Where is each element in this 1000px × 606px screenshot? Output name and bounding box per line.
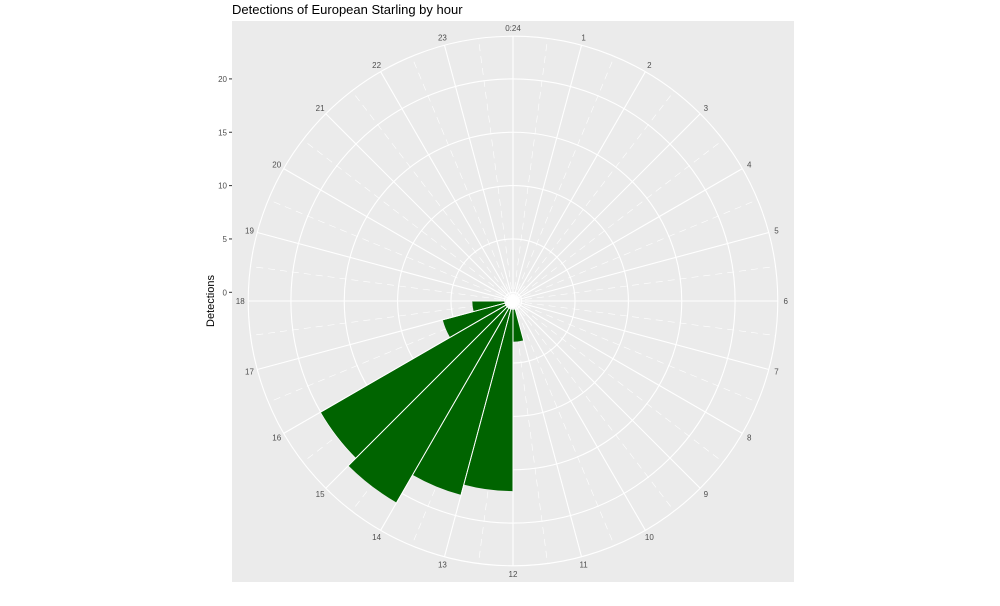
x-tick-label: 8 xyxy=(747,433,752,442)
x-tick-label: 17 xyxy=(245,368,254,377)
grid-spoke xyxy=(512,113,701,302)
y-tick-label: 5 xyxy=(223,235,228,244)
bar-separator xyxy=(396,300,514,503)
grid-spoke xyxy=(283,168,514,302)
bar xyxy=(348,307,509,503)
x-tick-label: 18 xyxy=(236,297,245,306)
x-tick-label: 11 xyxy=(579,560,588,569)
grid-spoke xyxy=(512,71,646,302)
bar xyxy=(320,305,507,459)
y-tick-label: 20 xyxy=(218,75,227,84)
bar xyxy=(463,309,513,492)
grid-spoke xyxy=(325,113,514,302)
y-axis-label: Detections xyxy=(205,275,217,327)
grid-spoke xyxy=(512,300,769,371)
grid-spoke-minor xyxy=(512,300,548,564)
grid-spoke xyxy=(512,300,583,557)
y-tick-label: 15 xyxy=(218,128,227,137)
grid-spoke-minor xyxy=(512,56,615,302)
grid-spoke xyxy=(443,45,514,302)
bar-separator xyxy=(320,300,514,413)
bar-separator xyxy=(348,300,514,466)
grid-spoke xyxy=(512,45,583,302)
grid-spoke-minor xyxy=(512,300,615,546)
grid-spoke xyxy=(257,231,514,302)
x-tick-label: 9 xyxy=(704,490,709,499)
x-tick-label: 10 xyxy=(645,533,654,542)
x-tick-label: 19 xyxy=(245,226,254,235)
bar xyxy=(513,309,524,342)
x-tick-labels: 0:24123456789101112131415161718192021222… xyxy=(236,24,789,579)
grid-spoke-minor xyxy=(411,56,514,302)
x-tick-label: 22 xyxy=(372,61,381,70)
bars xyxy=(320,301,524,503)
grid-spoke-minor xyxy=(302,139,514,302)
x-tick-label: 1 xyxy=(581,34,586,43)
bar-separators xyxy=(320,300,524,503)
x-tick-label: 7 xyxy=(774,368,779,377)
grid-spoke xyxy=(380,71,514,302)
grid-spoke-minor xyxy=(250,266,514,302)
grid-spoke-minor xyxy=(268,199,514,302)
y-tick-label: 0 xyxy=(223,288,228,297)
grid-spoke-minor xyxy=(512,300,776,336)
x-tick-label: 23 xyxy=(438,34,447,43)
grid-spoke xyxy=(512,231,769,302)
bar-separator xyxy=(460,300,514,496)
x-tick-label: 2 xyxy=(647,61,652,70)
grid-spoke-minor xyxy=(250,300,514,336)
x-tick-label: 0:24 xyxy=(505,24,521,33)
x-tick-label: 13 xyxy=(438,560,447,569)
x-tick-label: 12 xyxy=(509,570,518,579)
grid-spoke xyxy=(512,300,646,531)
grid-spoke xyxy=(512,300,701,489)
x-tick-label: 4 xyxy=(747,161,752,170)
y-axis: 0 5 10 15 20 xyxy=(218,75,232,297)
bar-separator xyxy=(512,300,524,341)
grid-spoke-minor xyxy=(268,300,514,403)
grid-spoke-minor xyxy=(512,300,758,403)
x-tick-label: 5 xyxy=(774,226,779,235)
grid-spoke-minor xyxy=(351,90,514,302)
x-tick-label: 3 xyxy=(704,104,709,113)
x-tick-label: 15 xyxy=(316,490,325,499)
bar-separator xyxy=(442,300,514,321)
grid-spoke-minor xyxy=(512,266,776,302)
grid-spoke-minor xyxy=(512,199,758,302)
grid-spoke-minor xyxy=(512,139,724,302)
x-tick-label: 21 xyxy=(316,104,325,113)
grid-spoke-minor xyxy=(478,38,514,302)
grid-spoke-minor xyxy=(512,300,724,463)
bar xyxy=(412,308,511,495)
x-tick-label: 14 xyxy=(372,533,381,542)
grid-spoke-minor xyxy=(512,38,548,302)
x-tick-label: 6 xyxy=(784,297,789,306)
grid-spoke xyxy=(512,168,743,302)
bar xyxy=(442,303,506,338)
x-tick-label: 16 xyxy=(272,433,281,442)
bar xyxy=(472,301,505,312)
y-tick-label: 10 xyxy=(218,182,227,191)
x-tick-label: 20 xyxy=(272,161,281,170)
grid-spoke xyxy=(512,300,743,434)
chart-title: Detections of European Starling by hour xyxy=(232,2,463,17)
grid-spoke-minor xyxy=(512,90,675,302)
grid-spoke-minor xyxy=(512,300,675,512)
